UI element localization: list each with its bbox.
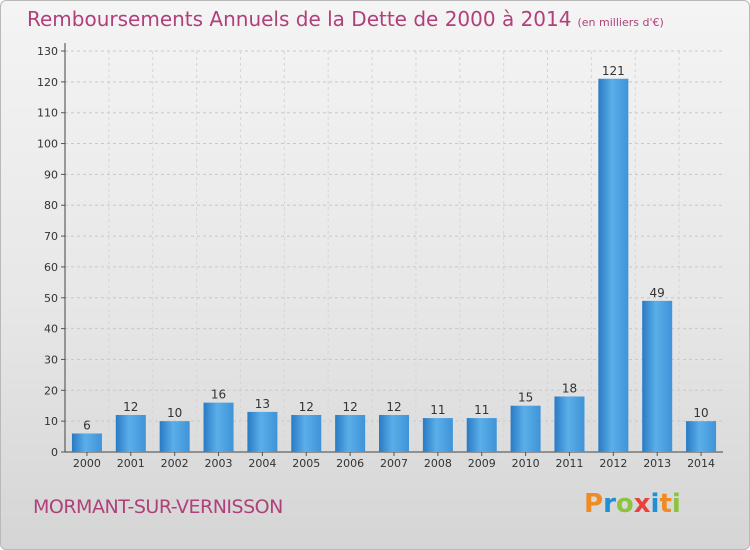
x-tick-label: 2002: [161, 457, 189, 470]
data-label: 10: [167, 406, 182, 420]
y-tick-label: 70: [44, 230, 58, 243]
bar-2012[interactable]: [598, 78, 629, 452]
logo-letter: t: [659, 489, 672, 519]
logo-letter: r: [603, 489, 616, 519]
bar-2005[interactable]: [291, 414, 322, 452]
data-label: 6: [83, 418, 91, 432]
x-tick-label: 2004: [248, 457, 276, 470]
chart-title-text: Remboursements Annuels de la Dette de 20…: [27, 7, 572, 31]
y-tick-label: 110: [37, 107, 58, 120]
data-label: 12: [386, 400, 401, 414]
bar-2010[interactable]: [510, 405, 541, 452]
data-label: 121: [602, 64, 625, 78]
x-tick-label: 2006: [336, 457, 364, 470]
bar-2011[interactable]: [554, 396, 585, 452]
data-label: 15: [518, 391, 533, 405]
data-label: 12: [123, 400, 138, 414]
x-tick-label: 2000: [73, 457, 101, 470]
data-label: 49: [650, 286, 665, 300]
commune-name: MORMANT-SUR-VERNISSON: [33, 496, 283, 518]
logo-letter: x: [633, 489, 651, 519]
y-tick-label: 0: [51, 446, 58, 459]
bar-2009[interactable]: [466, 418, 497, 452]
bar-2002[interactable]: [159, 421, 190, 452]
y-tick-label: 90: [44, 168, 58, 181]
x-tick-label: 2010: [512, 457, 540, 470]
x-tick-label: 2012: [599, 457, 627, 470]
logo-letter: P: [584, 489, 604, 519]
logo-letter: o: [615, 489, 634, 519]
y-tick-label: 120: [37, 76, 58, 89]
bar-2014[interactable]: [686, 421, 717, 452]
y-tick-label: 10: [44, 415, 58, 428]
x-tick-label: 2007: [380, 457, 408, 470]
x-tick-label: 2014: [687, 457, 715, 470]
y-tick-label: 100: [37, 138, 58, 151]
bar-2008[interactable]: [422, 418, 453, 452]
data-label: 11: [430, 403, 445, 417]
bar-2007[interactable]: [379, 414, 409, 452]
y-tick-label: 130: [37, 45, 58, 58]
logo-letter: i: [650, 489, 660, 519]
bar-2001[interactable]: [115, 414, 146, 452]
data-label: 13: [255, 397, 270, 411]
data-label: 12: [299, 400, 314, 414]
x-tick-label: 2011: [555, 457, 583, 470]
y-tick-label: 20: [44, 384, 58, 397]
proxiti-logo[interactable]: Proxiti: [584, 489, 694, 525]
x-tick-label: 2001: [117, 457, 145, 470]
tick-labels: 0 10 20 30 40 50 60 70 80 90 100 110 120 130 2000 2001 2…: [37, 45, 715, 470]
bar-2013[interactable]: [642, 300, 673, 452]
x-tick-label: 2008: [424, 457, 452, 470]
x-tick-label: 2009: [468, 457, 496, 470]
bar-2003[interactable]: [203, 402, 234, 452]
logo-letter: i: [671, 489, 681, 519]
bar-2000[interactable]: [71, 433, 102, 452]
y-tick-label: 50: [44, 292, 58, 305]
bars: [71, 78, 717, 452]
data-labels: 6 12 10 16 13 12 12 12 11 11 15 18 121 49 10: [83, 64, 709, 433]
data-label: 16: [211, 388, 226, 402]
y-tick-label: 60: [44, 261, 58, 274]
y-tick-label: 40: [44, 323, 58, 336]
data-label: 12: [342, 400, 357, 414]
chart-title: Remboursements Annuels de la Dette de 20…: [27, 7, 664, 31]
y-tick-label: 30: [44, 353, 58, 366]
data-label: 18: [562, 381, 577, 395]
bar-2006[interactable]: [335, 414, 366, 452]
logo-text: Proxiti: [584, 489, 681, 519]
x-tick-label: 2003: [205, 457, 233, 470]
y-tick-label: 80: [44, 199, 58, 212]
chart-unit: (en milliers d'€): [577, 16, 664, 29]
bar-2004[interactable]: [247, 411, 278, 452]
x-tick-label: 2013: [643, 457, 671, 470]
x-tick-label: 2005: [292, 457, 320, 470]
data-label: 10: [693, 406, 708, 420]
data-label: 11: [474, 403, 489, 417]
